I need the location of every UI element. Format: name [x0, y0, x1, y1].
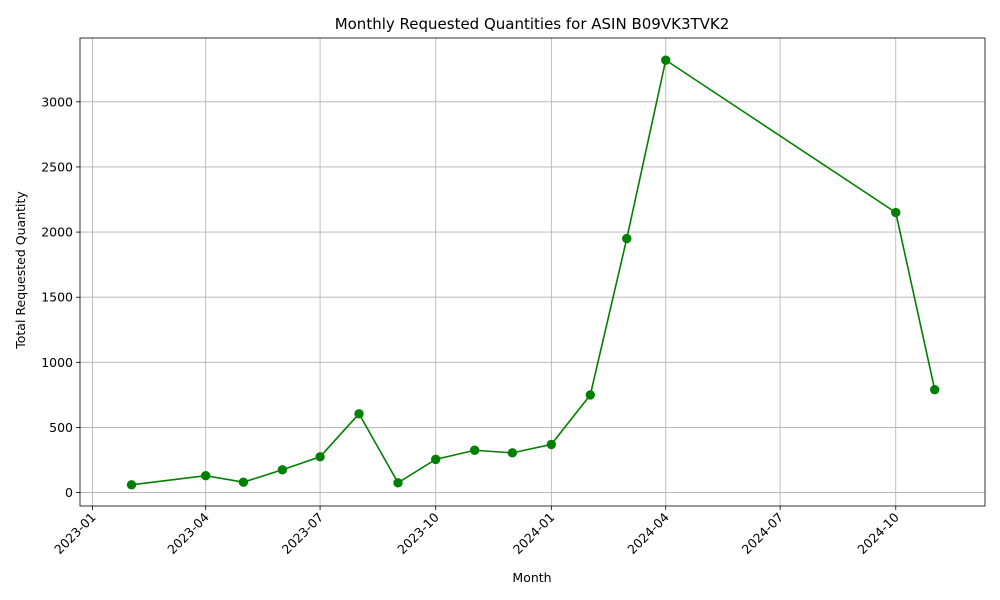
- data-point: [431, 454, 441, 465]
- data-point: [930, 384, 940, 395]
- data-point: [507, 448, 518, 458]
- series-layer: [126, 55, 940, 490]
- data-point: [661, 55, 671, 65]
- x-tick-label: 2024-01: [510, 510, 558, 558]
- x-tick-label: 2023-01: [51, 510, 99, 558]
- y-tick-label: 2500: [41, 159, 73, 174]
- x-tick-label: 2023-10: [394, 509, 442, 557]
- data-point: [200, 470, 211, 481]
- y-tick-label: 3000: [41, 94, 73, 109]
- y-tick-label: 2000: [41, 225, 73, 240]
- chart-title: Monthly Requested Quantities for ASIN B0…: [335, 15, 730, 33]
- data-point: [469, 445, 480, 455]
- x-tick-label: 2023-04: [164, 509, 212, 557]
- data-point: [622, 233, 632, 244]
- data-point: [393, 478, 403, 488]
- y-tick-label: 1000: [41, 355, 73, 370]
- data-point: [126, 480, 137, 490]
- y-tick-label: 500: [49, 420, 73, 435]
- series-line: [131, 58, 936, 486]
- data-point: [546, 439, 557, 450]
- plot-frame: [79, 37, 986, 507]
- data-point: [585, 390, 596, 400]
- x-tick-label: 2024-07: [739, 510, 787, 558]
- grid-lines: [80, 38, 985, 506]
- x-tick-label: 2023-07: [279, 510, 327, 558]
- x-tick-label: 2024-04: [624, 509, 672, 557]
- x-axis-label: Month: [512, 570, 551, 585]
- data-point: [315, 452, 325, 462]
- y-axis-label: Total Requested Quantity: [13, 191, 28, 350]
- data-point: [891, 207, 901, 218]
- y-tick-label: 0: [65, 485, 73, 500]
- y-tick-label: 1500: [41, 290, 73, 305]
- data-point: [238, 477, 249, 487]
- data-point: [277, 465, 288, 475]
- data-point: [354, 409, 364, 419]
- x-tick-label: 2024-10: [854, 509, 902, 557]
